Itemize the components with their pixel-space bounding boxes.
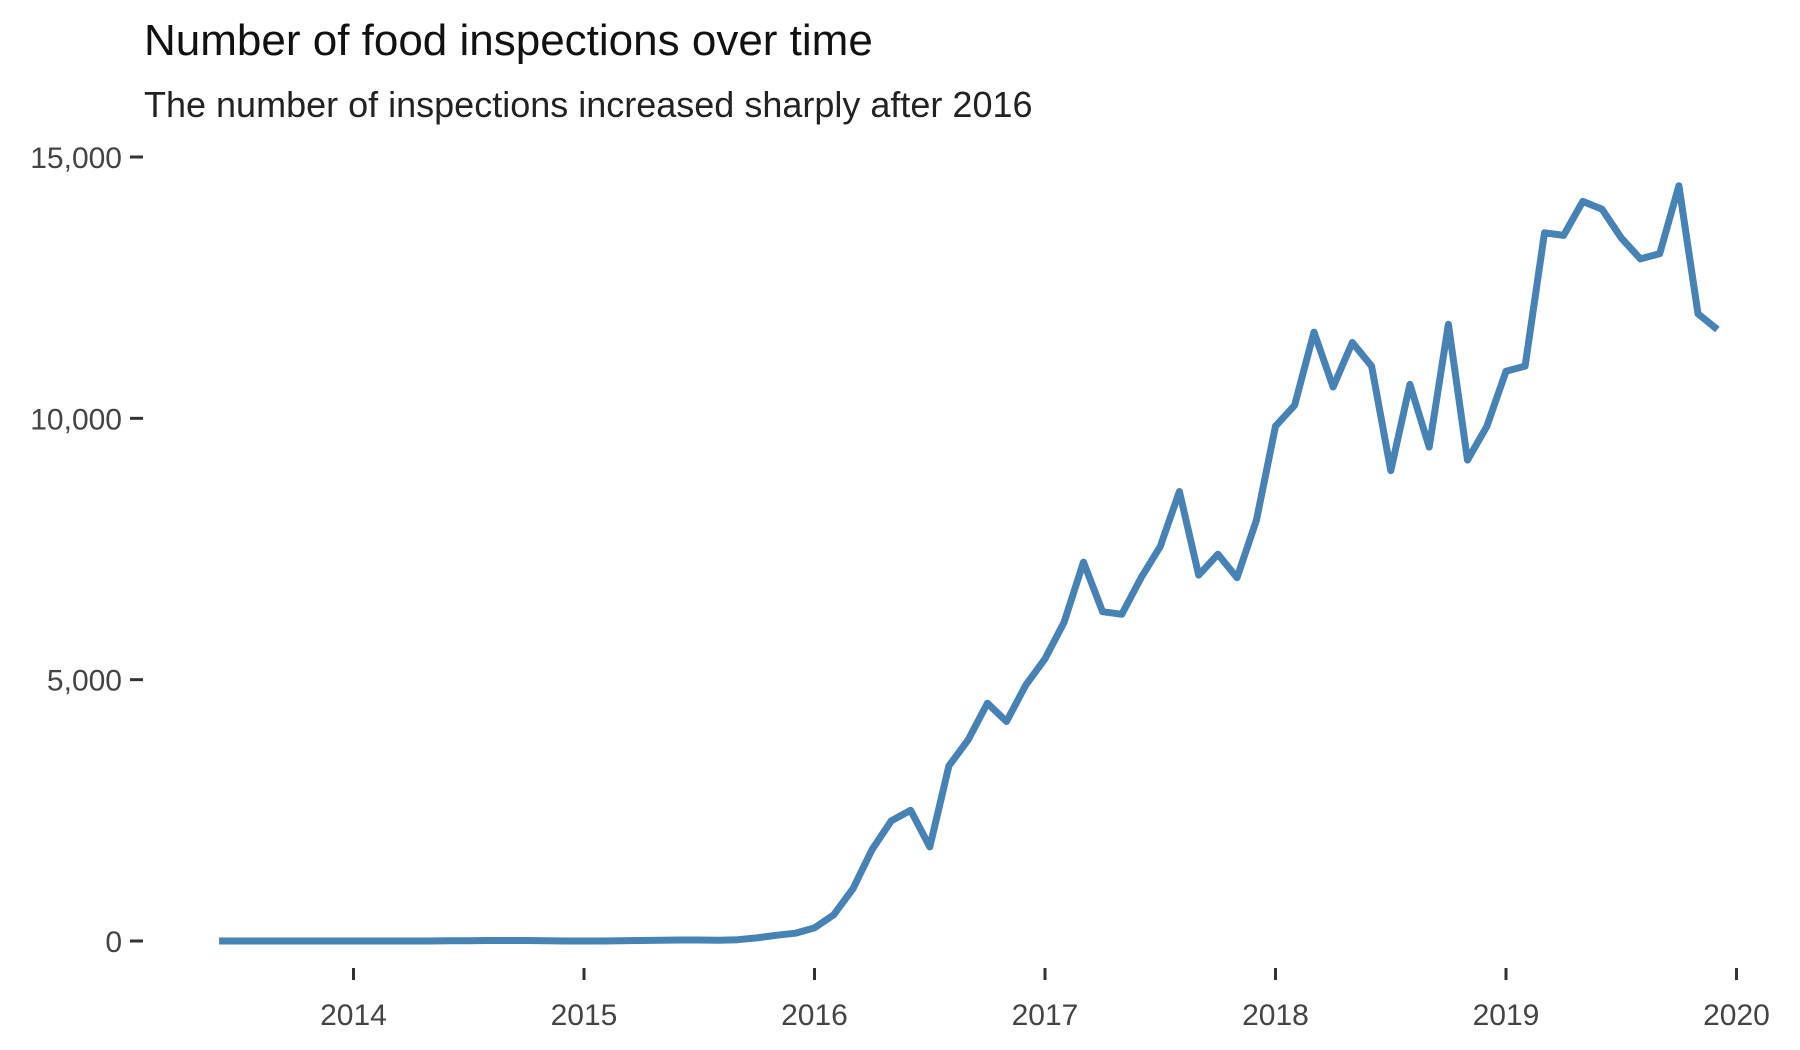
data-point [908,807,914,813]
data-point [1637,256,1643,262]
data-point [216,938,222,944]
data-point [562,938,568,944]
data-point [1714,327,1720,333]
data-point [1484,423,1490,429]
data-point [600,938,606,944]
plot-area [216,182,1720,945]
data-point [1176,489,1182,495]
data-point [351,938,357,944]
x-tick-label: 2019 [1473,999,1540,1032]
x-tick-label: 2018 [1242,999,1309,1032]
x-tick-label: 2016 [781,999,848,1032]
data-point [1042,656,1048,662]
chart-title: Number of food inspections over time [144,16,873,65]
data-point [485,938,491,944]
data-point [254,938,260,944]
data-point [639,938,645,944]
data-point [831,912,837,918]
data-point [1234,575,1240,581]
data-point [466,938,472,944]
data-point [1618,235,1624,241]
data-point [1061,619,1067,625]
data-point [1273,423,1279,429]
data-point [1196,572,1202,578]
data-point [1100,609,1106,615]
data-point [1599,206,1605,212]
data-point [1004,719,1010,725]
data-point [812,925,818,931]
data-point [1119,611,1125,617]
data-point [1023,682,1029,688]
data-point [1349,340,1355,346]
x-axis: 2014 2015 2016 2017 2018 2019 2020 [320,968,1770,1032]
y-tick-label: 15,000 [30,142,122,175]
data-point [1081,559,1087,565]
data-point [677,937,683,943]
data-point [312,938,318,944]
data-point [1253,517,1259,523]
data-point [235,938,241,944]
series-line [219,182,1720,945]
data-point [1311,329,1317,335]
data-point [1676,183,1682,189]
data-point [984,700,990,706]
data-point [773,932,779,938]
data-point [946,763,952,769]
data-point [523,938,529,944]
data-point [792,930,798,936]
data-point [1503,368,1509,374]
chart-subtitle: The number of inspections increased shar… [144,84,1033,125]
x-tick-label: 2017 [1012,999,1079,1032]
x-tick-label: 2020 [1703,999,1770,1032]
data-point [543,938,549,944]
data-point [581,938,587,944]
data-point [754,935,760,941]
data-point [1426,444,1432,450]
data-point [447,938,453,944]
data-point [658,937,664,943]
data-point [1407,381,1413,387]
data-point [1388,468,1394,474]
data-point [504,938,510,944]
data-point [927,844,933,850]
data-point [1445,321,1451,327]
data-point [370,938,376,944]
data-point [620,938,626,944]
data-point [1138,575,1144,581]
x-tick-label: 2014 [320,999,387,1032]
y-tick-label: 5,000 [47,665,122,698]
data-point [1580,198,1586,204]
data-point [1369,363,1375,369]
data-point [1157,543,1163,549]
data-point [1695,311,1701,317]
y-tick-label: 0 [105,926,122,959]
data-point [1292,402,1298,408]
data-point [1465,457,1471,463]
data-point [1215,551,1221,557]
data-point [888,818,894,824]
data-point [965,737,971,743]
data-point [427,938,433,944]
data-point [1561,232,1567,238]
data-point [850,886,856,892]
x-tick-label: 2015 [551,999,618,1032]
data-point [1657,251,1663,257]
data-point [1330,384,1336,390]
data-point [408,938,414,944]
data-point [715,937,721,943]
data-point [696,937,702,943]
data-point [293,938,299,944]
data-point [735,937,741,943]
data-point [1542,230,1548,236]
data-point [869,847,875,853]
y-axis: 0 5,000 10,000 15,000 [30,142,143,959]
data-point [389,938,395,944]
data-point [1522,363,1528,369]
data-point [274,938,280,944]
y-tick-label: 10,000 [30,403,122,436]
data-point [331,938,337,944]
